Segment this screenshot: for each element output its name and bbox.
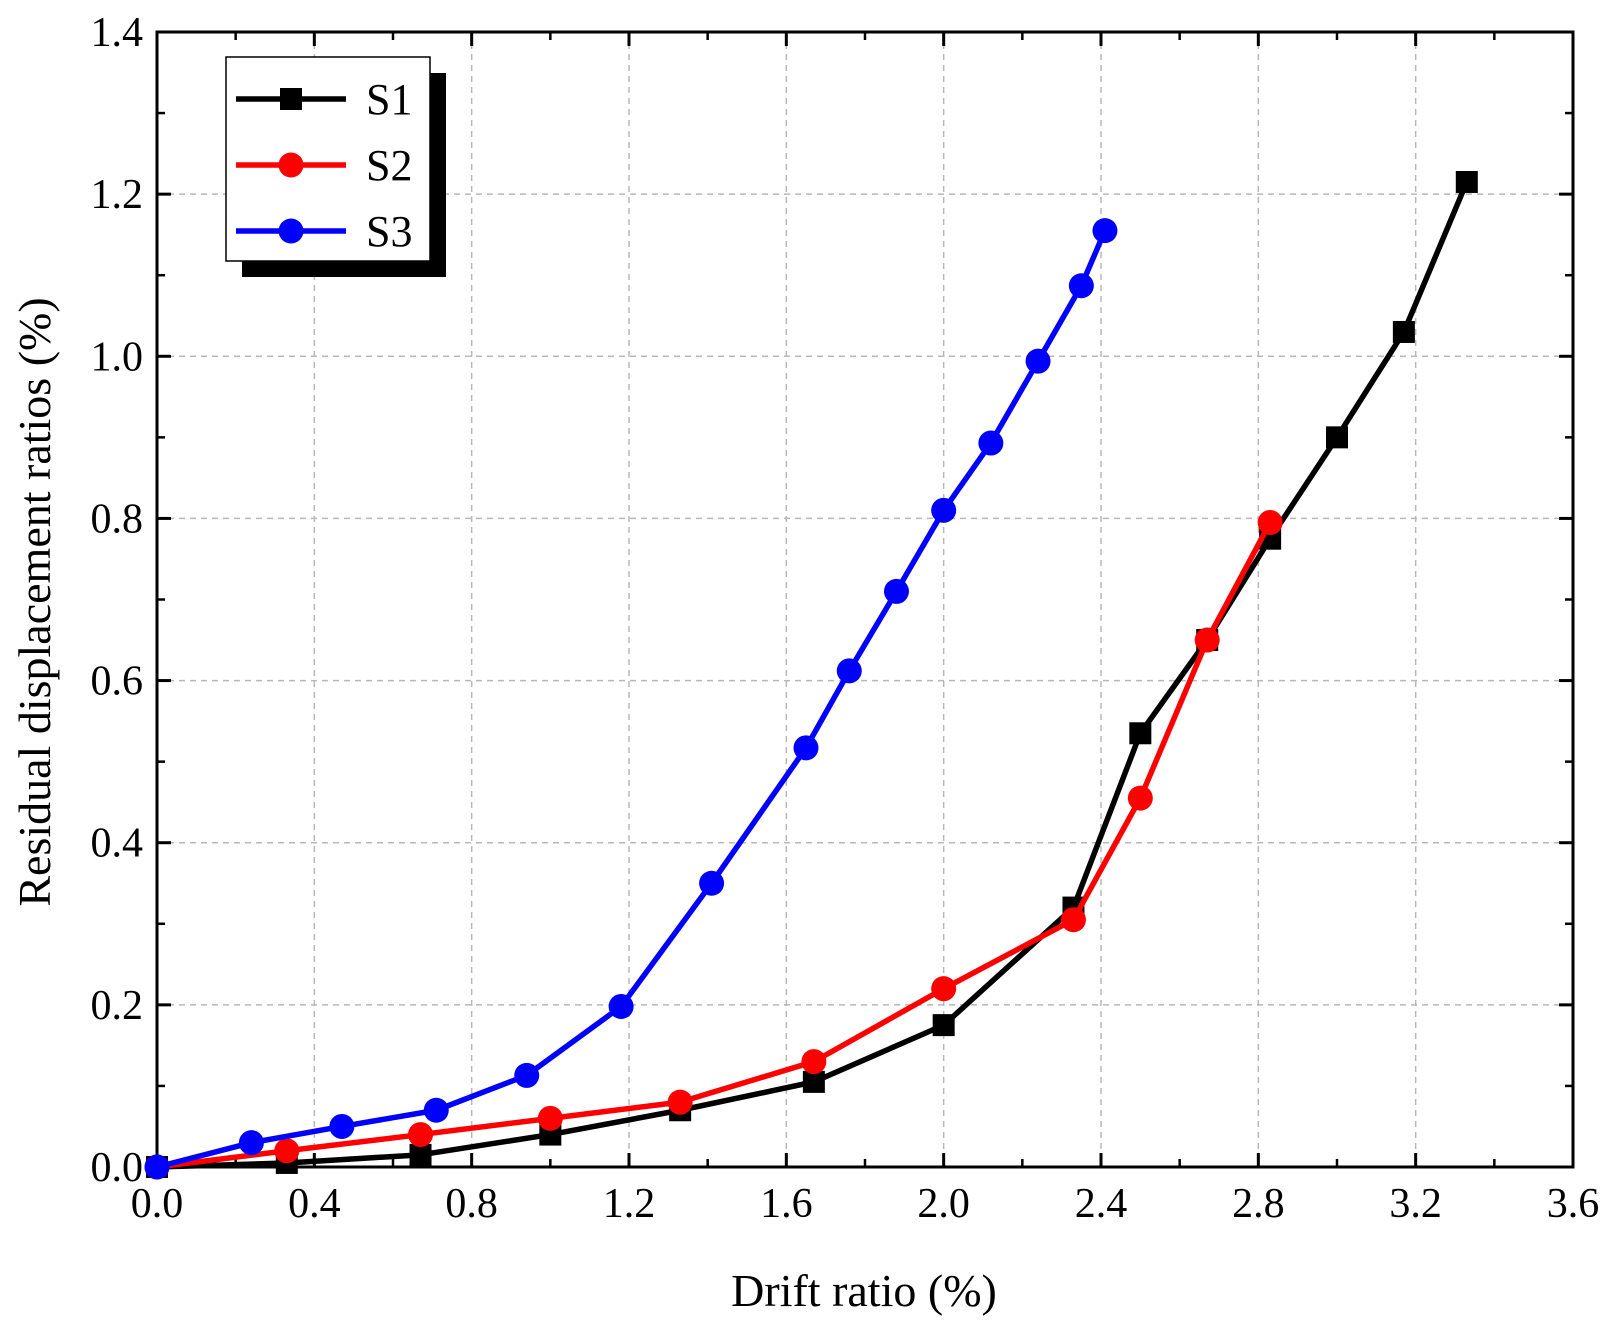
data-point-s3 — [1068, 273, 1094, 299]
data-point-s3 — [931, 497, 957, 523]
legend-label: S3 — [366, 207, 412, 256]
x-axis-title: Drift ratio (%) — [731, 1265, 997, 1316]
x-tick-label: 1.2 — [603, 1181, 656, 1227]
data-point-s3 — [608, 993, 634, 1019]
legend-item-s1: S1 — [236, 75, 412, 124]
data-point-s3 — [238, 1130, 264, 1156]
legend-label: S1 — [366, 75, 412, 124]
data-point-s3 — [836, 658, 862, 684]
data-point-s2 — [667, 1089, 693, 1115]
y-tick-label: 1.2 — [91, 172, 144, 218]
series-line-s3 — [156, 229, 1108, 1170]
data-point-s2 — [1060, 907, 1086, 933]
data-point-s3 — [144, 1154, 170, 1180]
legend-item-s3: S3 — [236, 207, 412, 256]
x-tick-label: 0.8 — [445, 1181, 498, 1227]
series-s2 — [144, 509, 1283, 1180]
x-tick-label: 3.2 — [1389, 1181, 1442, 1227]
legend-item-s2: S2 — [236, 141, 412, 190]
data-point-s3 — [514, 1062, 540, 1088]
data-point-s3 — [883, 578, 909, 604]
data-point-s2 — [931, 976, 957, 1002]
y-tick-label: 1.4 — [91, 10, 144, 56]
legend-box — [225, 56, 431, 262]
data-point-s2 — [1127, 785, 1153, 811]
data-point-s2 — [274, 1138, 300, 1164]
data-point-s3 — [793, 735, 819, 761]
data-point-s1 — [1392, 320, 1415, 343]
data-point-s3 — [978, 430, 1004, 456]
axes: 0.0 0.4 0.8 1.2 1.6 2.0 2.4 2.8 3.2 3.6 0.0 0.2 0.4 0… — [91, 10, 1600, 1227]
data-point-s2 — [408, 1122, 434, 1148]
data-point-s1 — [1455, 170, 1478, 193]
legend: S1 S2 S3 — [225, 56, 446, 277]
y-tick-label: 0.4 — [91, 821, 144, 867]
legend-marker — [278, 152, 304, 178]
y-tick-label: 0.2 — [91, 983, 144, 1029]
data-series — [144, 170, 1478, 1180]
x-tick-label: 1.6 — [760, 1181, 813, 1227]
data-point-s3 — [1025, 348, 1051, 374]
data-point-s1 — [409, 1143, 432, 1166]
data-point-s2 — [1194, 627, 1220, 653]
series-line-s2 — [156, 521, 1273, 1170]
legend-marker — [278, 218, 304, 244]
data-point-s1 — [1129, 722, 1152, 745]
data-point-s1 — [932, 1014, 955, 1037]
data-point-s1 — [1326, 426, 1348, 449]
y-tick-label: 0.0 — [91, 1145, 144, 1191]
series-s3 — [144, 218, 1118, 1180]
x-tick-label: 2.8 — [1232, 1181, 1285, 1227]
data-point-s3 — [329, 1113, 355, 1139]
data-point-s1 — [802, 1070, 825, 1093]
y-tick-label: 0.6 — [91, 659, 144, 705]
x-tick-label: 2.0 — [917, 1181, 970, 1227]
series-line-s1 — [156, 180, 1470, 1170]
y-tick-label: 1.0 — [91, 334, 144, 380]
data-point-s3 — [423, 1097, 449, 1123]
x-tick-label: 0.0 — [131, 1181, 184, 1227]
data-point-s2 — [1257, 509, 1283, 535]
data-point-s3 — [1092, 218, 1118, 244]
y-tick-label: 0.8 — [91, 496, 144, 542]
x-tick-label: 3.6 — [1547, 1181, 1600, 1227]
x-tick-label: 2.4 — [1075, 1181, 1128, 1227]
x-tick-label: 0.4 — [288, 1181, 341, 1227]
data-point-s2 — [537, 1105, 563, 1131]
grid-lines — [157, 32, 1573, 1167]
y-axis-title: Residual displacement ratios (%) — [9, 297, 60, 906]
data-point-s2 — [801, 1049, 827, 1075]
data-point-s3 — [699, 870, 725, 896]
series-s1 — [146, 170, 1478, 1178]
legend-label: S2 — [366, 141, 412, 190]
legend-marker — [280, 88, 302, 110]
